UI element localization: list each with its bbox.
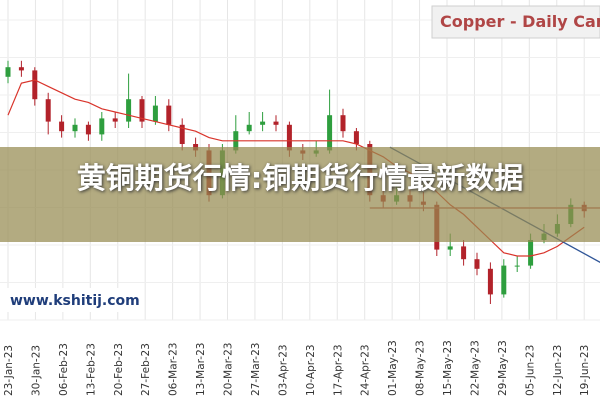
x-tick-label: 19-Jun-23: [579, 345, 591, 396]
x-tick-label: 20-Mar-23: [223, 343, 235, 396]
candle-body: [32, 70, 38, 100]
candle-body: [501, 265, 507, 295]
x-tick-label: 13-Mar-23: [195, 343, 207, 396]
candle-body: [85, 124, 91, 135]
banner-text: 黄铜期货行情:铜期货行情最新数据: [76, 161, 524, 195]
x-tick-label: 30-Jan-23: [30, 345, 42, 396]
x-tick-label: 15-May-23: [442, 340, 454, 396]
candle-body: [72, 124, 78, 132]
candle-body: [286, 124, 292, 151]
candle-body: [514, 265, 520, 267]
candle-body: [487, 268, 493, 295]
candle-body: [45, 99, 51, 122]
x-tick-label: 27-Mar-23: [250, 343, 262, 396]
x-tick-label: 06-Feb-23: [58, 343, 70, 396]
candle-body: [528, 240, 534, 266]
candle-body: [474, 259, 480, 269]
candle-body: [461, 246, 467, 260]
x-tick-label: 22-May-23: [469, 340, 481, 396]
candle-body: [152, 105, 158, 122]
watermark: www.kshitij.com: [10, 293, 140, 309]
banner: [0, 147, 600, 242]
candle-body: [179, 124, 185, 144]
candle-body: [166, 105, 172, 125]
candle-body: [18, 67, 24, 71]
candle-body: [112, 118, 118, 122]
x-tick-label: 13-Feb-23: [85, 343, 97, 396]
candle-body: [246, 124, 252, 132]
candle-body: [447, 246, 453, 250]
x-tick-label: 12-Jun-23: [552, 345, 564, 396]
candle-body: [139, 99, 145, 122]
x-tick-label: 29-May-23: [497, 340, 509, 396]
candle-body: [99, 118, 105, 135]
x-tick-label: 27-Feb-23: [140, 343, 152, 396]
x-tick-label: 10-Apr-23: [305, 344, 317, 396]
candle-body: [273, 121, 279, 125]
candle-body: [327, 115, 333, 151]
candle-body: [59, 121, 65, 132]
candle-body: [353, 131, 359, 144]
title-box: [431, 5, 600, 39]
candle-body: [126, 99, 132, 122]
x-tick-label: 01-May-23: [387, 340, 399, 396]
x-tick-label: 23-Jan-23: [3, 345, 15, 396]
chart-title: Copper - Daily Cand: [440, 12, 600, 31]
candle-body: [5, 67, 11, 77]
x-tick-label: 20-Feb-23: [113, 343, 125, 396]
x-tick-label: 08-May-23: [415, 340, 427, 396]
x-tick-label: 17-Apr-23: [332, 344, 344, 396]
x-tick-label: 06-Mar-23: [168, 343, 180, 396]
candle-body: [260, 121, 266, 125]
x-tick-label: 03-Apr-23: [277, 344, 289, 396]
x-tick-label: 24-Apr-23: [360, 344, 372, 396]
candle-body: [340, 115, 346, 132]
x-tick-label: 05-Jun-23: [524, 345, 536, 396]
watermark-box: [4, 288, 140, 312]
